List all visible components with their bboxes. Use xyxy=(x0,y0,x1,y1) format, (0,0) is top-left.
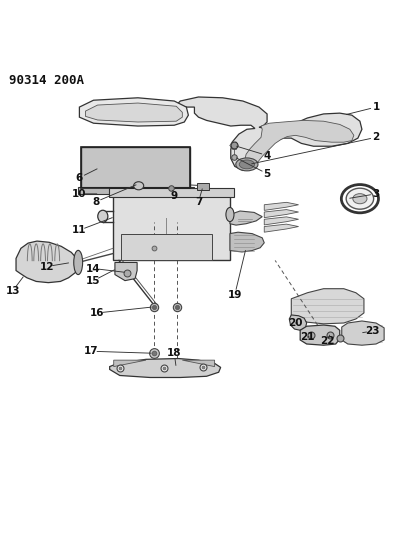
Text: 17: 17 xyxy=(84,346,99,356)
Polygon shape xyxy=(245,120,354,165)
Text: 5: 5 xyxy=(264,168,271,179)
Polygon shape xyxy=(264,224,298,232)
Ellipse shape xyxy=(226,207,234,222)
Polygon shape xyxy=(85,103,182,122)
Text: 90314 200A: 90314 200A xyxy=(9,74,84,86)
Text: 18: 18 xyxy=(167,348,181,358)
Bar xyxy=(81,148,190,188)
Text: 19: 19 xyxy=(228,290,242,300)
Text: 22: 22 xyxy=(320,336,335,346)
Polygon shape xyxy=(114,360,146,367)
Polygon shape xyxy=(264,209,298,217)
Ellipse shape xyxy=(239,160,255,169)
Polygon shape xyxy=(264,217,298,225)
Polygon shape xyxy=(230,232,264,252)
Ellipse shape xyxy=(74,251,83,274)
Polygon shape xyxy=(174,97,362,171)
Text: 15: 15 xyxy=(86,276,101,286)
Polygon shape xyxy=(110,359,221,377)
Text: 1: 1 xyxy=(373,102,379,112)
Text: 20: 20 xyxy=(288,318,303,328)
Bar xyxy=(197,182,209,190)
Ellipse shape xyxy=(353,193,367,204)
Text: 10: 10 xyxy=(72,189,87,199)
Polygon shape xyxy=(182,360,215,367)
Text: 9: 9 xyxy=(171,191,178,201)
Text: 16: 16 xyxy=(90,308,105,318)
Polygon shape xyxy=(16,241,78,282)
Text: 21: 21 xyxy=(300,332,315,342)
Text: 14: 14 xyxy=(86,263,101,273)
Polygon shape xyxy=(342,321,384,345)
Text: 4: 4 xyxy=(263,150,271,160)
Ellipse shape xyxy=(236,158,258,171)
Polygon shape xyxy=(300,325,340,345)
Bar xyxy=(121,233,212,261)
Polygon shape xyxy=(79,98,188,126)
Text: 3: 3 xyxy=(373,189,379,199)
Text: 2: 2 xyxy=(373,132,379,142)
Bar xyxy=(81,148,190,188)
Ellipse shape xyxy=(346,188,374,209)
Bar xyxy=(113,190,230,261)
Bar xyxy=(78,187,194,194)
Polygon shape xyxy=(264,203,298,211)
Text: 8: 8 xyxy=(92,197,99,207)
Polygon shape xyxy=(230,211,262,225)
Bar xyxy=(109,188,234,197)
Text: 23: 23 xyxy=(365,326,379,336)
Text: 6: 6 xyxy=(76,173,83,183)
Polygon shape xyxy=(291,289,364,324)
Text: 11: 11 xyxy=(72,225,87,235)
Polygon shape xyxy=(289,315,307,330)
Text: 13: 13 xyxy=(6,286,20,296)
Ellipse shape xyxy=(98,210,108,222)
Ellipse shape xyxy=(134,182,144,190)
Text: 12: 12 xyxy=(40,262,54,271)
Text: 7: 7 xyxy=(195,197,202,207)
Polygon shape xyxy=(115,262,137,281)
